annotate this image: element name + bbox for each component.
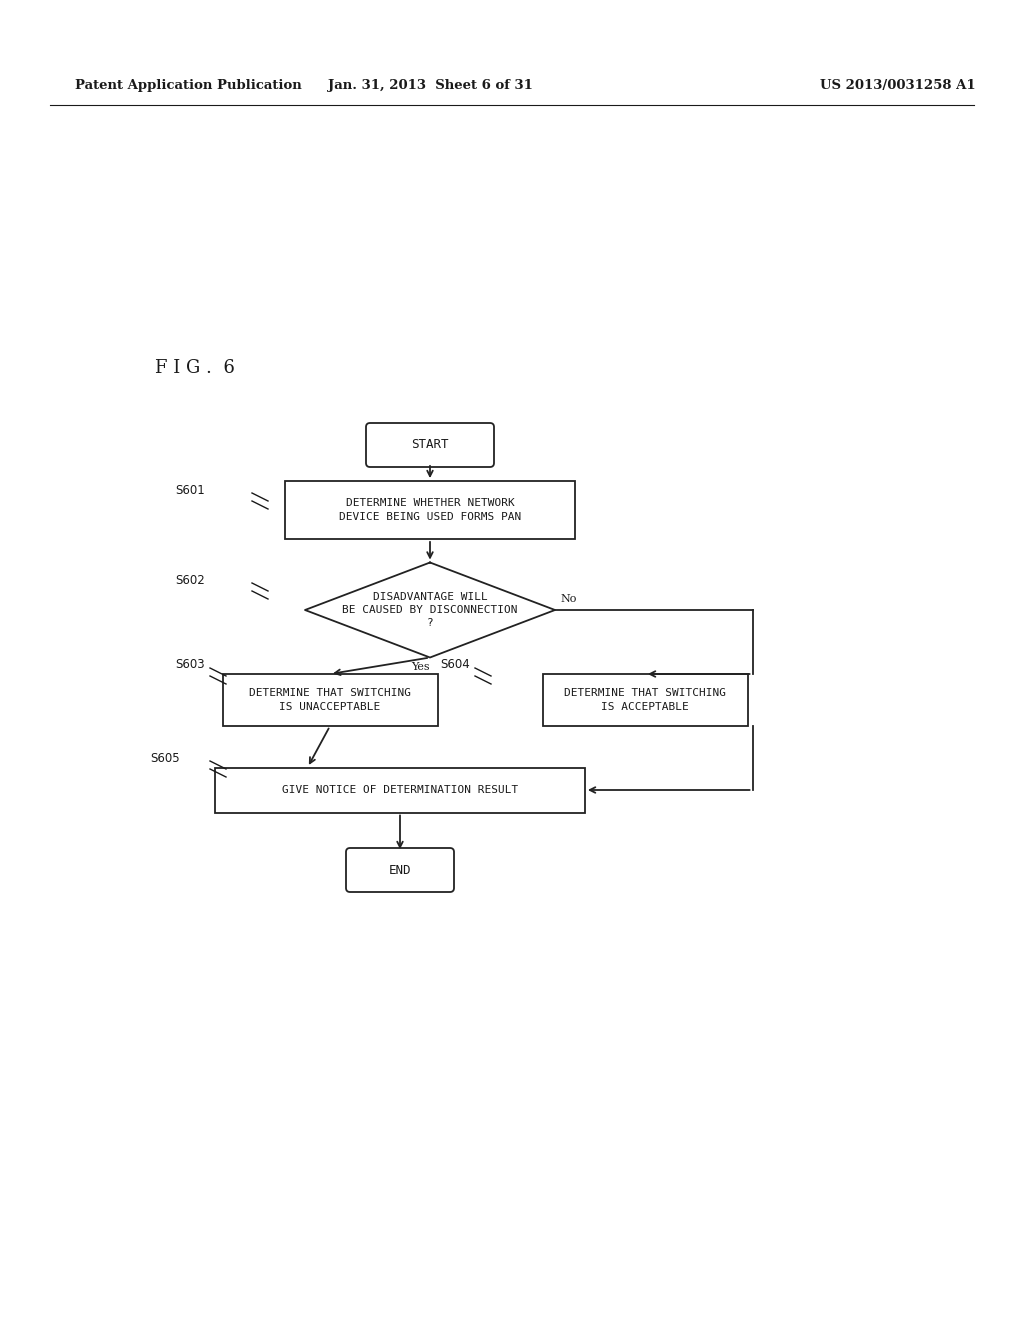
Text: Patent Application Publication: Patent Application Publication bbox=[75, 78, 302, 91]
Text: GIVE NOTICE OF DETERMINATION RESULT: GIVE NOTICE OF DETERMINATION RESULT bbox=[282, 785, 518, 795]
Text: S603: S603 bbox=[175, 659, 205, 672]
Text: START: START bbox=[412, 438, 449, 451]
Text: DETERMINE THAT SWITCHING
IS ACCEPTABLE: DETERMINE THAT SWITCHING IS ACCEPTABLE bbox=[564, 689, 726, 711]
Bar bbox=[215, 767, 585, 813]
Text: DETERMINE THAT SWITCHING
IS UNACCEPTABLE: DETERMINE THAT SWITCHING IS UNACCEPTABLE bbox=[249, 689, 411, 711]
Text: DISADVANTAGE WILL
BE CAUSED BY DISCONNECTION
?: DISADVANTAGE WILL BE CAUSED BY DISCONNEC… bbox=[342, 591, 518, 628]
FancyBboxPatch shape bbox=[346, 847, 454, 892]
Bar bbox=[285, 480, 575, 539]
Text: US 2013/0031258 A1: US 2013/0031258 A1 bbox=[820, 78, 976, 91]
Text: Yes: Yes bbox=[411, 661, 429, 672]
Text: No: No bbox=[560, 594, 577, 605]
Text: END: END bbox=[389, 863, 412, 876]
Text: DETERMINE WHETHER NETWORK
DEVICE BEING USED FORMS PAN: DETERMINE WHETHER NETWORK DEVICE BEING U… bbox=[339, 499, 521, 521]
Bar bbox=[543, 675, 748, 726]
Text: S605: S605 bbox=[150, 751, 179, 764]
Polygon shape bbox=[305, 562, 555, 657]
Text: S601: S601 bbox=[175, 483, 205, 496]
FancyBboxPatch shape bbox=[366, 422, 494, 467]
Text: S604: S604 bbox=[440, 659, 470, 672]
Text: Jan. 31, 2013  Sheet 6 of 31: Jan. 31, 2013 Sheet 6 of 31 bbox=[328, 78, 532, 91]
Text: S602: S602 bbox=[175, 573, 205, 586]
Bar bbox=[222, 675, 437, 726]
Text: F I G .  6: F I G . 6 bbox=[155, 359, 234, 378]
